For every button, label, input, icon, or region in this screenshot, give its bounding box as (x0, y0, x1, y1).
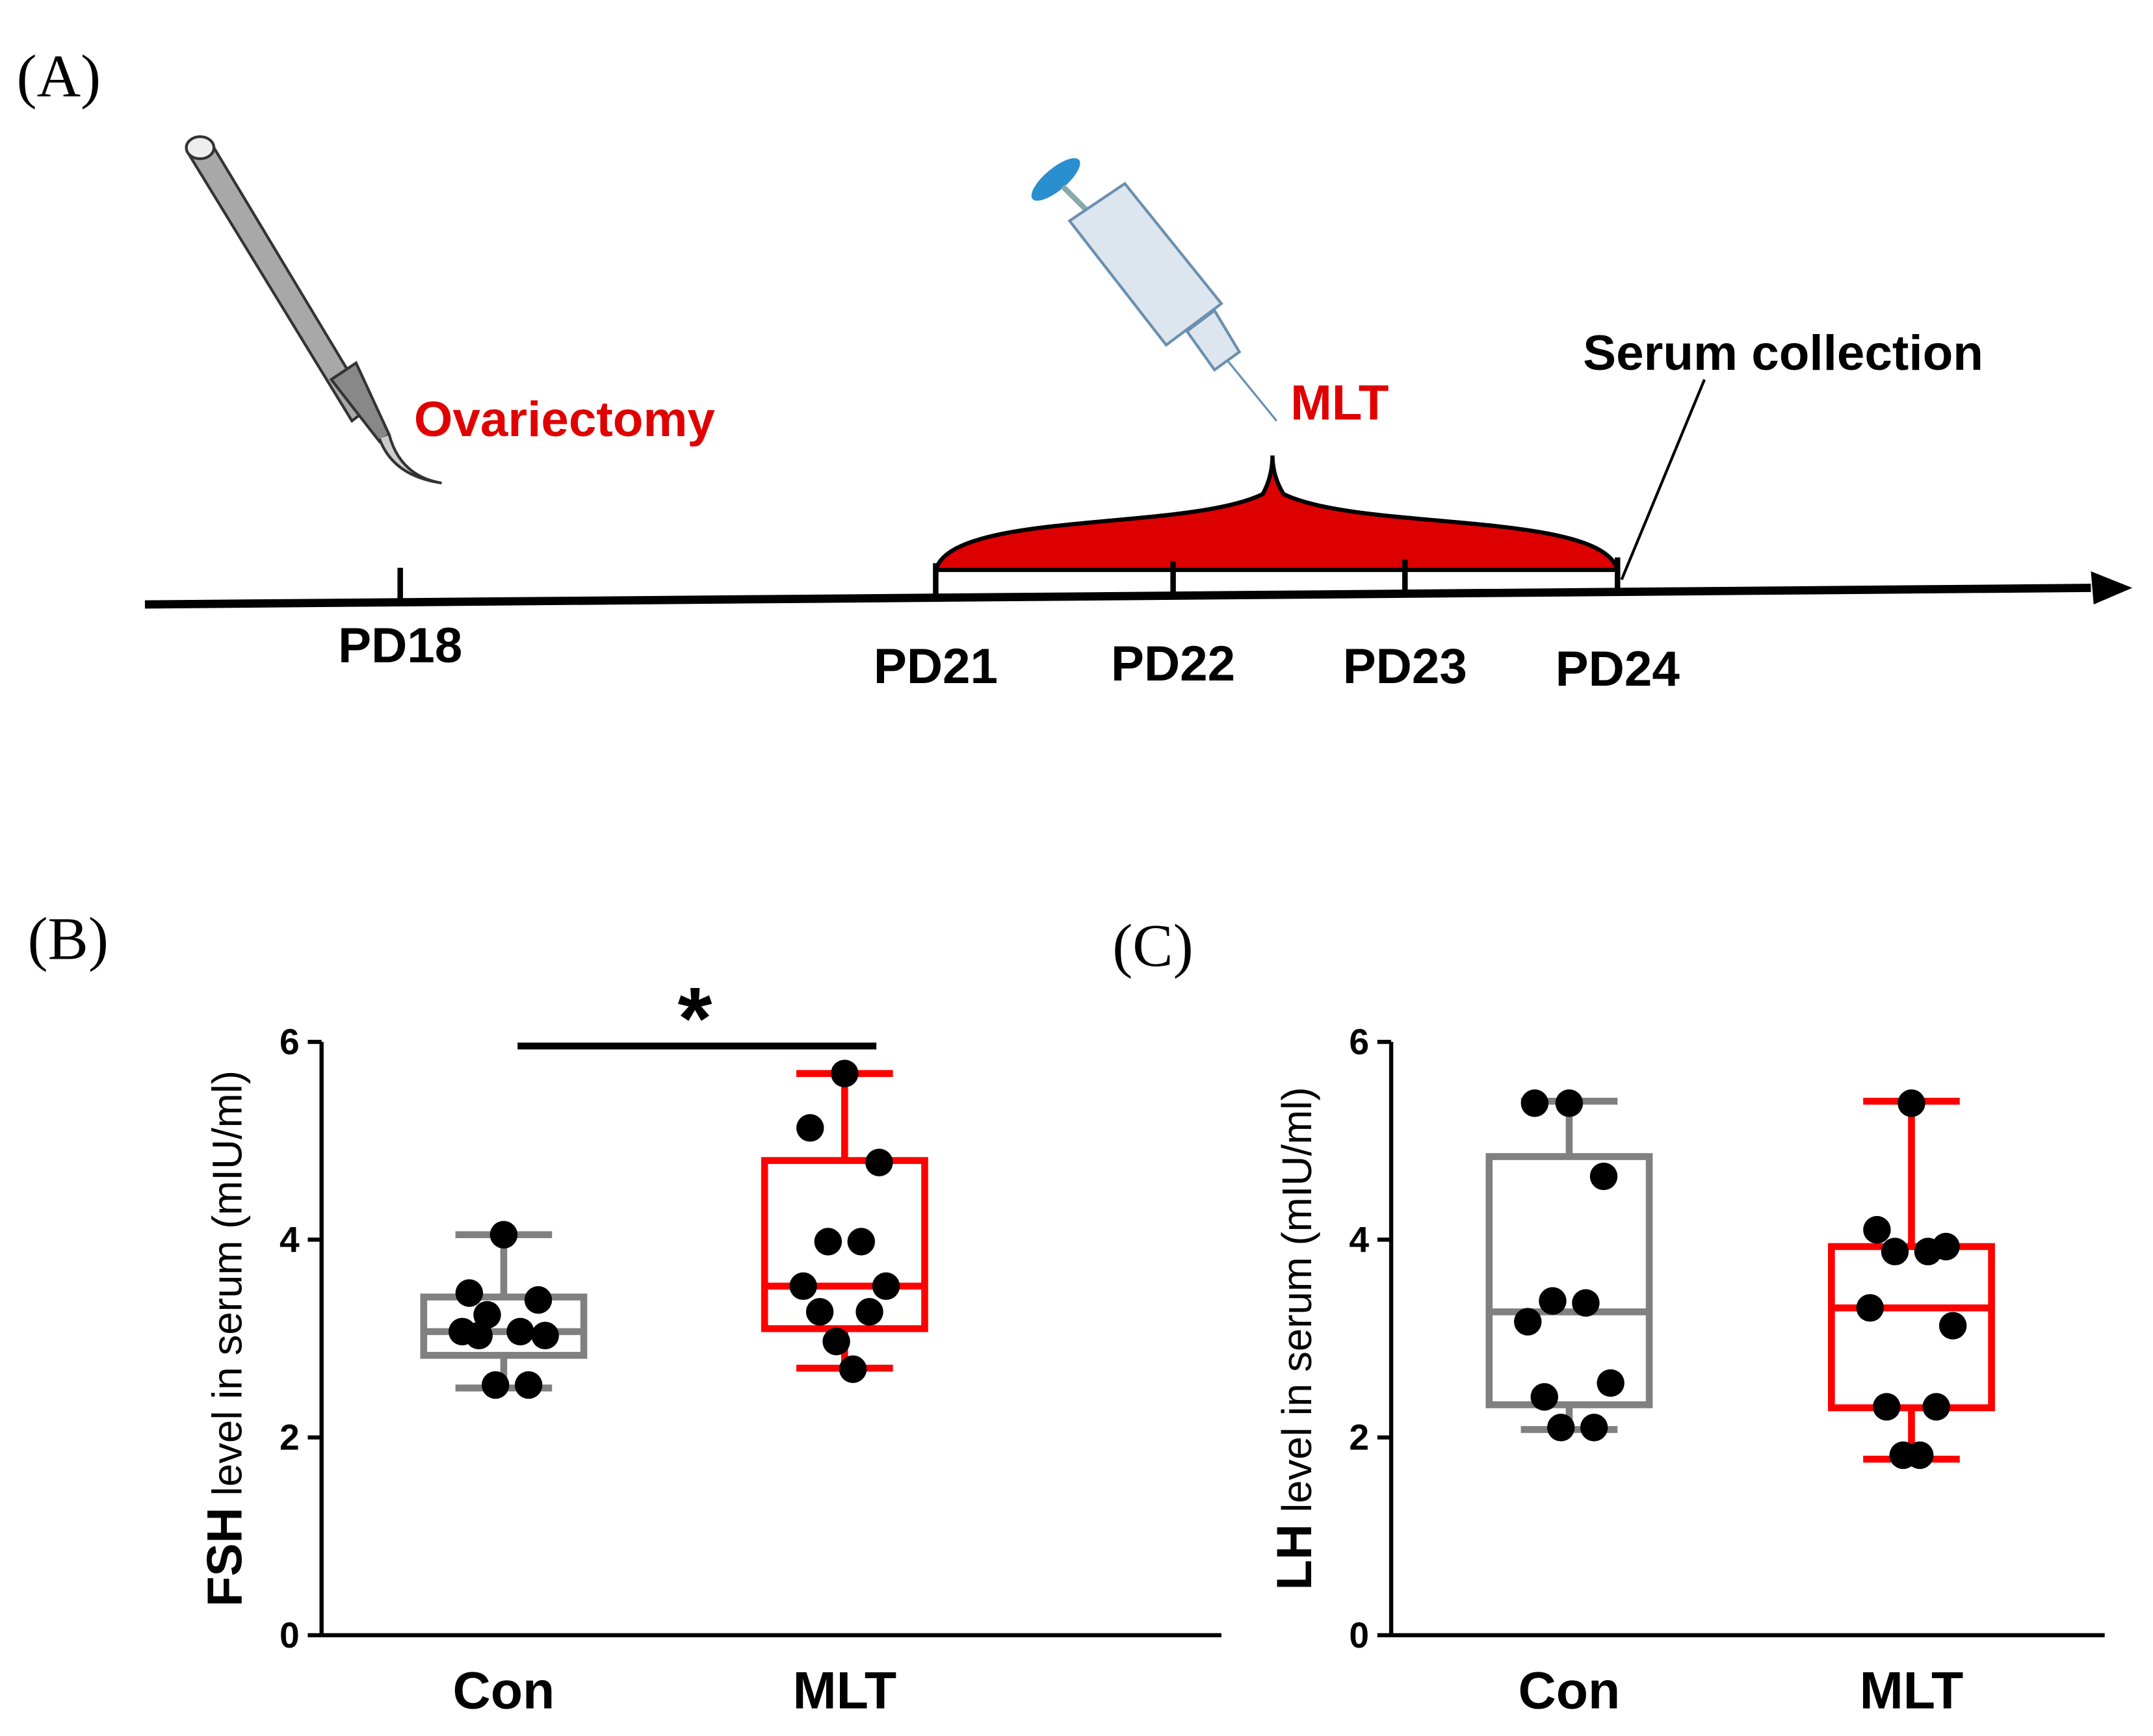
data-point (514, 1371, 543, 1399)
timeline-tick-label: PD21 (874, 639, 998, 694)
y-tick-label: 4 (280, 1219, 300, 1260)
data-point (1530, 1383, 1558, 1411)
data-point (1580, 1414, 1608, 1442)
data-point (1856, 1294, 1884, 1322)
y-tick-label: 4 (1349, 1219, 1369, 1260)
data-point (865, 1148, 893, 1176)
box (1485, 1153, 1653, 1408)
timeline-tick-label: PD18 (338, 618, 462, 673)
box (761, 1157, 928, 1332)
y-tick-label: 0 (1349, 1615, 1369, 1655)
data-point (1514, 1308, 1542, 1336)
event-label: MLT (1290, 376, 1389, 431)
y-axis-label: FSH level in serum (mIU/ml) (198, 1070, 253, 1607)
treatment-brace (933, 455, 1621, 573)
data-point (796, 1114, 824, 1142)
y-axis-label-part: level in serum (mIU/ml) (1274, 1087, 1320, 1512)
data-point (1914, 1237, 1942, 1265)
y-axis-label-part: FSH (198, 1507, 253, 1607)
data-point (465, 1321, 493, 1350)
x-tick-label: Con (453, 1661, 555, 1720)
data-point (1520, 1089, 1549, 1117)
forceps-icon (185, 135, 442, 485)
timeline-tick-label: PD24 (1556, 641, 1680, 697)
event-label: Ovariectomy (414, 392, 716, 447)
data-point (847, 1228, 876, 1256)
y-tick-label: 6 (1349, 1022, 1369, 1062)
arrow-head (2091, 571, 2133, 604)
data-point (524, 1286, 553, 1314)
leader-line (1620, 379, 1706, 580)
data-point (531, 1321, 559, 1350)
y-tick-label: 0 (280, 1615, 300, 1655)
data-point (1572, 1289, 1600, 1317)
y-axis-label-part: level in serum (mIU/ml) (205, 1070, 251, 1496)
data-point (455, 1279, 484, 1307)
data-point (1863, 1215, 1891, 1244)
data-point (789, 1272, 817, 1301)
box (420, 1293, 588, 1359)
data-point (1898, 1089, 1925, 1117)
data-point (822, 1327, 850, 1356)
y-tick-label: 6 (280, 1022, 300, 1062)
event-label: Serum collection (1583, 326, 1983, 381)
data-point (814, 1228, 842, 1256)
data-point (1546, 1414, 1575, 1442)
timeline (144, 135, 2133, 609)
timeline-tick-label: PD22 (1111, 636, 1235, 692)
x-tick-label: MLT (1860, 1661, 1964, 1720)
data-point (506, 1317, 534, 1346)
data-point (872, 1272, 900, 1301)
data-point (1922, 1393, 1950, 1421)
data-point (1881, 1237, 1909, 1265)
timeline-tick-label: PD23 (1343, 639, 1467, 694)
data-point (1597, 1369, 1625, 1397)
y-axis-label: LH level in serum (mIU/ml) (1267, 1087, 1322, 1590)
y-tick-label: 2 (1349, 1418, 1369, 1458)
y-axis-label-part: LH (1267, 1524, 1322, 1590)
data-point (1539, 1287, 1567, 1315)
x-tick-label: Con (1519, 1661, 1621, 1720)
syringe-icon (1031, 158, 1278, 422)
data-point (1938, 1312, 1967, 1340)
y-tick-label: 2 (280, 1418, 300, 1458)
panel-label: (A) (16, 44, 101, 110)
axis-line (144, 584, 2091, 609)
significance-label: * (678, 969, 712, 1068)
data-point (1589, 1162, 1618, 1191)
data-point (1555, 1089, 1584, 1117)
data-point (481, 1371, 510, 1399)
data-point (489, 1221, 518, 1249)
data-point (1905, 1441, 1934, 1470)
data-point (855, 1298, 883, 1326)
panel-label: (B) (27, 906, 109, 973)
data-point (831, 1059, 859, 1087)
data-point (473, 1301, 501, 1329)
data-point (1873, 1393, 1901, 1421)
data-point (839, 1355, 867, 1383)
box (1828, 1243, 1995, 1412)
data-point (805, 1298, 834, 1326)
panel-label: (C) (1112, 913, 1194, 979)
x-tick-label: MLT (792, 1661, 896, 1720)
